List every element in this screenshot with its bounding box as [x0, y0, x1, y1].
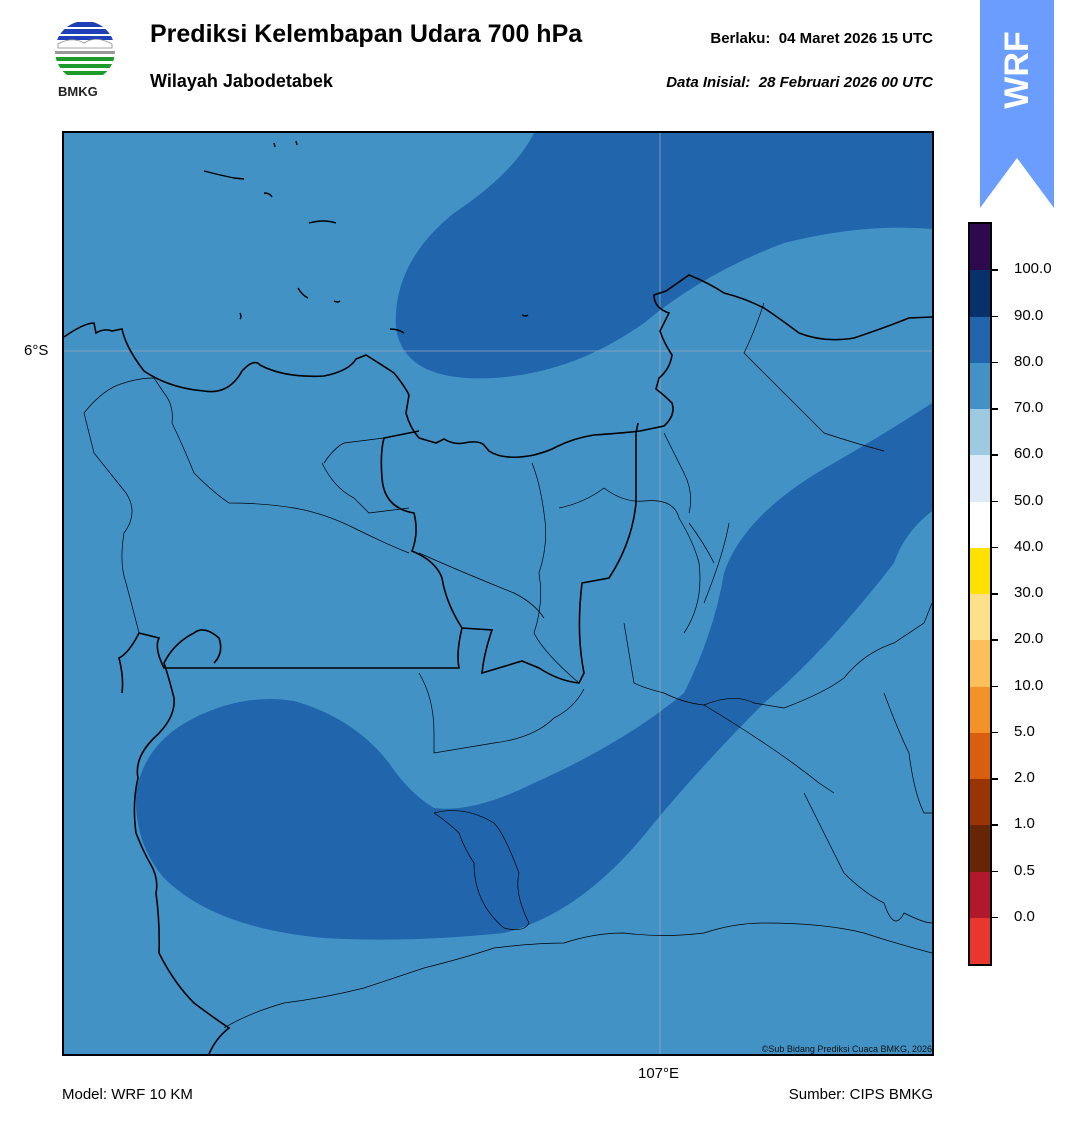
thousand-islands [203, 140, 529, 334]
colorbar-segment [970, 316, 990, 363]
colorbar-segment [970, 825, 990, 872]
regency-boundaries [83, 302, 932, 1029]
colorbar-segment [970, 917, 990, 964]
colorbar-tick [992, 315, 998, 317]
bmkg-logo [52, 18, 118, 84]
colorbar [968, 222, 992, 966]
colorbar-tick [992, 269, 998, 271]
colorbar-tick-label: 1.0 [1014, 815, 1035, 833]
map-canvas [64, 133, 932, 1054]
colorbar-tick-label: 10.0 [1014, 676, 1044, 694]
colorbar-tick [992, 778, 998, 780]
wrf-badge-text: WRF [998, 31, 1036, 108]
valid-value: 04 Maret 2026 15 UTC [778, 30, 933, 47]
colorbar-tick-label: 50.0 [1014, 491, 1044, 509]
init-label: Data Inisial: [666, 74, 751, 91]
colorbar-tick [992, 731, 998, 734]
colorbar-tick-label: 60.0 [1014, 445, 1044, 463]
colorbar-tick [992, 546, 998, 549]
colorbar-tick [992, 361, 998, 364]
model-label: Model: WRF 10 KM [62, 1086, 193, 1103]
colorbar-segment [970, 640, 990, 687]
colorbar-segment [970, 455, 990, 502]
colorbar-tick-label: 30.0 [1014, 584, 1044, 601]
humidity-map[interactable] [62, 131, 934, 1056]
colorbar-tick [992, 593, 998, 595]
page-subtitle: Wilayah Jabodetabek [150, 71, 333, 91]
latitude-label: 6°S [24, 342, 49, 359]
colorbar-segment [970, 871, 990, 918]
colorbar-tick [992, 454, 998, 456]
colorbar-tick-label: 100.0 [1014, 260, 1052, 278]
colorbar-segment [970, 547, 990, 594]
init-time: Data Inisial: 28 Februari 2026 00 UTC [560, 74, 933, 91]
colorbar-tick-label: 90.0 [1014, 306, 1044, 324]
colorbar-tick-label: 20.0 [1014, 630, 1044, 648]
colorbar-segment [970, 501, 990, 548]
page-title: Prediksi Kelembapan Udara 700 hPa [150, 20, 583, 48]
colorbar-tick [992, 639, 998, 641]
colorbar-segment [970, 594, 990, 641]
colorbar-tick-label: 0.0 [1014, 907, 1035, 925]
source-label: Sumber: CIPS BMKG [788, 1086, 933, 1103]
longitude-label: 107°E [638, 1065, 680, 1082]
colorbar-segment [970, 362, 990, 409]
colorbar-tick-label: 70.0 [1014, 399, 1044, 416]
colorbar-segment [970, 732, 990, 779]
colorbar-tick-label: 5.0 [1014, 722, 1035, 740]
province-boundary-south [193, 629, 222, 664]
wrf-badge: WRF [980, 0, 1054, 208]
colorbar-tick [992, 408, 998, 410]
coastline [64, 274, 932, 459]
colorbar-tick-label: 0.5 [1014, 861, 1035, 879]
map-copyright: ©Sub Bidang Prediksi Cuaca BMKG, 2026 [761, 1044, 932, 1054]
colorbar-segment [970, 270, 990, 317]
humidity-band-80-90-north [395, 133, 932, 379]
colorbar-tick [992, 685, 998, 687]
colorbar-tick-label: 40.0 [1014, 537, 1044, 555]
colorbar-segment [970, 686, 990, 733]
valid-time: Berlaku: 04 Maret 2026 15 UTC [600, 30, 933, 47]
coastline-west [133, 632, 231, 1054]
colorbar-tick [992, 824, 998, 826]
colorbar-tick [992, 916, 998, 919]
humidity-band-80-90-south [135, 403, 932, 940]
colorbar-tick-label: 2.0 [1014, 769, 1035, 786]
bmkg-logo-icon [55, 21, 115, 81]
colorbar-tick-label: 80.0 [1014, 352, 1044, 370]
colorbar-segment [970, 409, 990, 456]
colorbar-segment [970, 779, 990, 826]
colorbar-segment [970, 224, 990, 271]
init-value: 28 Februari 2026 00 UTC [758, 74, 933, 91]
valid-label: Berlaku: [710, 30, 771, 47]
wrf-badge-shape [980, 0, 1054, 208]
colorbar-tick [992, 870, 998, 872]
logo-text: BMKG [58, 84, 98, 99]
colorbar-tick [992, 500, 998, 502]
province-boundary [118, 422, 639, 694]
